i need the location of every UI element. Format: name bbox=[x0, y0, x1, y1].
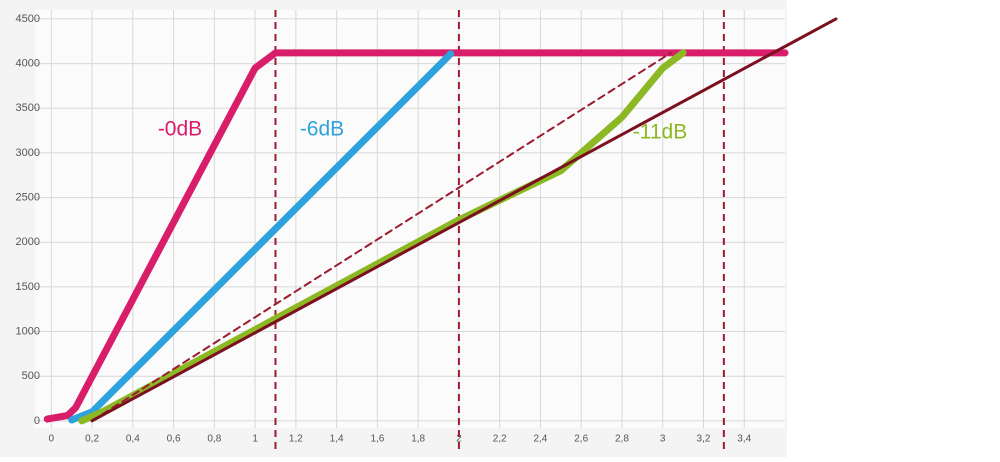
x-tick-label: 0,6 bbox=[167, 434, 181, 445]
y-tick-label: 3500 bbox=[16, 102, 40, 114]
x-tick-label: 2,4 bbox=[533, 434, 547, 445]
y-tick-label: 2500 bbox=[16, 191, 40, 203]
y-tick-label: 4000 bbox=[16, 57, 40, 69]
x-tick-label: 1,8 bbox=[411, 434, 425, 445]
y-tick-label: 0 bbox=[34, 415, 40, 427]
x-tick-label: 3 bbox=[660, 434, 666, 445]
x-tick-label: 0,2 bbox=[85, 434, 99, 445]
y-tick-label: 3000 bbox=[16, 147, 40, 159]
series-label: -11dB bbox=[633, 121, 687, 144]
x-tick-label: 1,6 bbox=[370, 434, 384, 445]
x-tick-label: 0,8 bbox=[207, 434, 221, 445]
y-tick-label: 500 bbox=[22, 370, 40, 382]
x-tick-label: 1 bbox=[252, 434, 258, 445]
x-tick-label: 3,2 bbox=[697, 434, 711, 445]
series-line bbox=[91, 51, 672, 422]
x-tick-label: 3,4 bbox=[737, 434, 751, 445]
x-tick-label: 2,6 bbox=[574, 434, 588, 445]
series-line bbox=[43, 49, 789, 423]
x-tick-label: 0,4 bbox=[126, 434, 140, 445]
y-tick-label: 1000 bbox=[16, 325, 40, 337]
x-tick-label: 2 bbox=[456, 434, 462, 445]
series-line bbox=[78, 49, 687, 425]
x-tick-label: 1,2 bbox=[289, 434, 303, 445]
series-label: -6dB bbox=[300, 118, 344, 141]
y-tick-label: 2000 bbox=[16, 236, 40, 248]
y-tick-label: 4500 bbox=[16, 13, 40, 25]
x-tick-label: 2,2 bbox=[493, 434, 507, 445]
y-tick-label: 1500 bbox=[16, 281, 40, 293]
series-label: -0dB bbox=[158, 118, 202, 141]
x-tick-label: 1,4 bbox=[330, 434, 344, 445]
series-line bbox=[68, 50, 455, 424]
x-tick-label: 0 bbox=[49, 434, 55, 445]
x-tick-label: 2,8 bbox=[615, 434, 629, 445]
series-line bbox=[90, 17, 838, 423]
